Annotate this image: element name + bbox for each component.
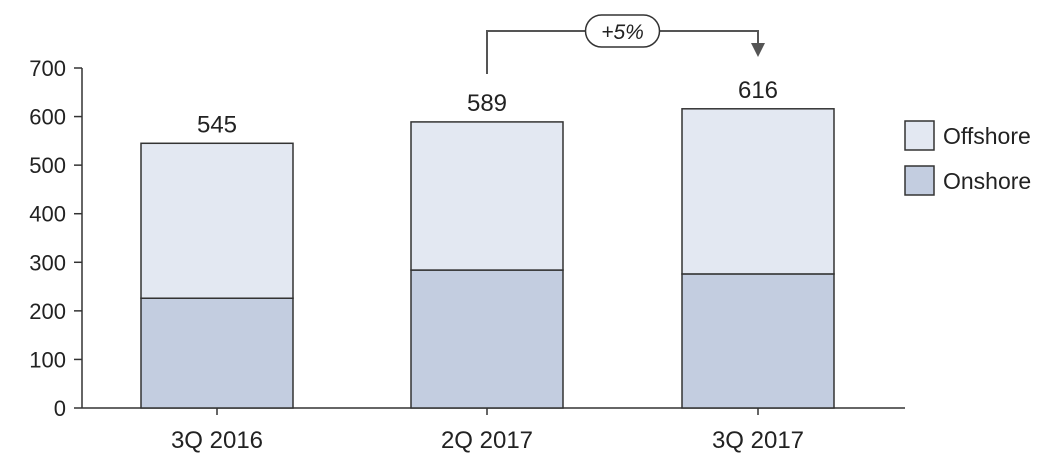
bar-total-label: 545: [197, 111, 237, 138]
legend: Offshore Onshore: [904, 120, 1031, 196]
bar-onshore: [140, 297, 294, 409]
annotation-label: +5%: [601, 21, 644, 44]
bar-total-label: 589: [467, 90, 507, 117]
y-tick-label: 500: [29, 153, 66, 178]
annotation-line-right: [659, 30, 759, 44]
annotation-line-left: [486, 30, 586, 74]
bar-total-label: 616: [738, 77, 778, 104]
bars-group: [140, 108, 835, 409]
x-category-label: 2Q 2017: [441, 427, 533, 454]
category-labels-group: 3Q 2016 2Q 2017 3Q 2017: [171, 408, 804, 454]
bar-onshore: [410, 269, 564, 409]
y-tick-label: 700: [29, 56, 66, 81]
y-tick-label: 400: [29, 202, 66, 227]
legend-label-onshore: Onshore: [943, 168, 1031, 194]
x-category-label: 3Q 2017: [712, 427, 804, 454]
y-tick-label: 300: [29, 250, 66, 275]
legend-swatch-onshore: [904, 165, 935, 196]
legend-label-offshore: Offshore: [943, 123, 1031, 149]
total-labels-group: 545 589 616: [197, 77, 778, 138]
bar-offshore: [681, 108, 835, 275]
legend-swatch-offshore: [904, 120, 935, 151]
y-tick-label: 600: [29, 105, 66, 130]
bar-onshore: [681, 273, 835, 409]
y-tick-label: 200: [29, 299, 66, 324]
bar-offshore: [410, 121, 564, 271]
annotation-pill: [584, 14, 661, 48]
y-tick-label: 100: [29, 347, 66, 372]
x-category-label: 3Q 2016: [171, 427, 263, 454]
bar-offshore: [140, 142, 294, 299]
y-tick-label: 0: [54, 396, 66, 421]
growth-annotation: +5%: [486, 14, 765, 74]
arrow-down-icon: [751, 43, 765, 57]
